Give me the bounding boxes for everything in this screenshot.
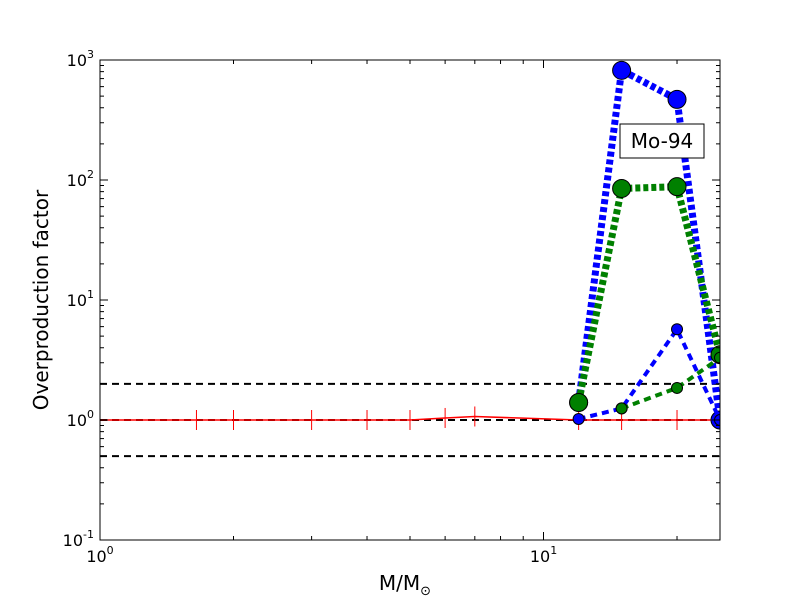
series-line-1 xyxy=(100,415,720,421)
series-point xyxy=(714,351,720,364)
x-tick-label: 101 xyxy=(530,544,557,566)
series-point xyxy=(615,402,628,415)
y-tick-label: 103 xyxy=(67,48,94,70)
annotation-box: Mo-94 xyxy=(619,123,705,159)
plot-background xyxy=(100,60,720,540)
y-tick-label: 101 xyxy=(67,288,94,310)
series-point xyxy=(671,381,684,394)
x-tick-label: 100 xyxy=(86,544,113,566)
y-axis-label: Overproduction factor xyxy=(29,189,53,410)
series-layer xyxy=(100,60,720,430)
y-tick-label: 100 xyxy=(67,408,94,430)
x-axis-label: M/M⊙ xyxy=(379,571,431,599)
series-point xyxy=(667,177,687,197)
y-tick-label: 10-1 xyxy=(63,528,94,550)
series-point xyxy=(612,60,632,80)
annotation-label: Mo-94 xyxy=(631,129,694,153)
series-point xyxy=(569,392,589,412)
series-point xyxy=(612,178,632,198)
series-point xyxy=(667,89,687,109)
series-point xyxy=(572,412,585,425)
series-line-3 xyxy=(575,183,720,404)
y-tick-label: 102 xyxy=(67,168,94,190)
series-point xyxy=(671,323,684,336)
